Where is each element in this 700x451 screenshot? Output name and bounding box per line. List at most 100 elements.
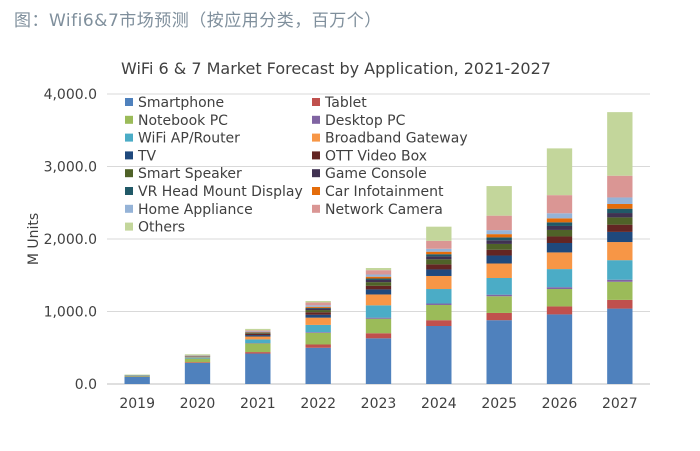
bar-segment: [365, 279, 392, 283]
bar-segment: [245, 352, 271, 354]
y-tick-labels: 0.0 1,000.0 2,000.0 3,000.0 4,000.0: [44, 87, 97, 393]
bar-segment: [546, 269, 573, 288]
bar-segment: [546, 252, 573, 270]
legend-swatch: [312, 133, 320, 142]
bar-segment: [607, 260, 633, 280]
legend-swatch: [312, 98, 320, 106]
bar-segment: [365, 338, 392, 384]
bar-segment: [365, 278, 392, 280]
bar-segment: [305, 324, 331, 333]
bar-segment: [607, 231, 633, 243]
bar-segment: [305, 307, 331, 309]
legend-swatch: [125, 133, 133, 142]
chart-title: WiFi 6 & 7 Market Forecast by Applicatio…: [121, 59, 551, 78]
legend-label: Broadband Gateway: [325, 131, 468, 147]
bar-segment: [426, 259, 452, 265]
legend-swatch: [312, 204, 320, 213]
bar-segment: [546, 213, 573, 219]
legend-swatch: [312, 169, 320, 178]
bar-segment: [486, 263, 512, 278]
bar-segment: [426, 251, 452, 255]
bar-segment: [486, 237, 512, 241]
y-tick-label: 3,000.0: [44, 160, 97, 176]
legend-swatch: [312, 151, 320, 160]
bar-segment: [305, 310, 331, 313]
bar-segment: [365, 270, 392, 275]
legend-swatch: [125, 151, 133, 160]
bar-segment: [426, 275, 452, 290]
bar-segment: [426, 304, 452, 321]
bar-segment: [245, 333, 271, 334]
bar-segment: [486, 312, 512, 321]
bar-segment: [607, 279, 633, 282]
x-tick-label: 2020: [180, 396, 216, 412]
y-tick-label: 2,000.0: [44, 232, 97, 248]
legend-label: Desktop PC: [325, 113, 406, 129]
y-axis-title: M Units: [26, 213, 42, 265]
legend-label: Smartphone: [138, 95, 224, 111]
bar-segment: [245, 332, 271, 334]
bar-segment: [486, 186, 512, 216]
x-tick-label: 2025: [481, 396, 517, 412]
bar-segment: [546, 287, 573, 290]
bar-segment: [365, 317, 392, 319]
bar-segment: [486, 255, 512, 264]
legend-label: Home Appliance: [138, 202, 253, 218]
bar-segment: [426, 264, 452, 270]
bar-segment: [546, 148, 573, 196]
bar-segment: [305, 306, 331, 308]
bar-segment: [426, 269, 452, 276]
bar-segment: [305, 332, 331, 333]
bars: [124, 112, 633, 384]
y-tick-label: 4,000.0: [44, 87, 97, 103]
bar-segment: [546, 306, 573, 315]
bar-segment: [486, 215, 512, 231]
bar-segment: [365, 274, 392, 277]
bar-segment: [245, 328, 271, 331]
bar-segment: [245, 330, 271, 332]
legend-label: TV: [137, 148, 157, 164]
bar-segment: [305, 300, 331, 303]
bar-segment: [546, 229, 573, 237]
bar-segment: [546, 195, 573, 214]
x-tick-labels: 2019 2020 2021 2022 2023 2024 2025 2026 2027: [119, 396, 637, 412]
legend-label: Tablet: [324, 95, 367, 111]
legend-label: Smart Speaker: [138, 166, 242, 182]
bar-segment: [245, 331, 271, 333]
bar-segment: [305, 302, 331, 306]
bar-segment: [546, 225, 573, 230]
figure-caption: 图：Wifi6&7市场预测（按应用分类，百万个）: [14, 11, 382, 31]
x-tick-label: 2023: [361, 396, 397, 412]
legend-label: Network Camera: [325, 202, 443, 218]
bar-segment: [607, 112, 633, 176]
bar-segment: [305, 332, 331, 345]
bar-segment: [365, 305, 392, 318]
bar-segment: [546, 218, 573, 223]
bar-segment: [305, 314, 331, 318]
legend-label: Game Console: [325, 166, 427, 182]
bar-segment: [305, 305, 331, 307]
bar-segment: [184, 358, 211, 363]
bar-segment: [365, 294, 392, 306]
bar-segment: [245, 343, 271, 353]
bar-segment: [365, 285, 392, 290]
bar-segment: [607, 308, 633, 384]
bar-segment: [184, 362, 211, 384]
bar-segment: [365, 333, 392, 339]
bar-segment: [546, 314, 573, 384]
legend-swatch: [125, 204, 133, 213]
bar-segment: [486, 243, 512, 250]
bar-segment: [607, 213, 633, 218]
legend-swatch: [125, 187, 133, 195]
legend-swatch: [312, 115, 320, 124]
bar-segment: [486, 240, 512, 244]
bar-segment: [607, 208, 633, 214]
bar-segment: [546, 236, 573, 243]
bar-segment: [305, 347, 331, 384]
bar-segment: [486, 278, 512, 295]
bar-segment: [184, 354, 211, 356]
bar-segment: [607, 217, 633, 225]
bar-segment: [365, 268, 392, 271]
bar-segment: [305, 344, 331, 348]
